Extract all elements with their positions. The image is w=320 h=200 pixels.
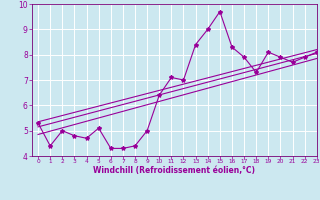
X-axis label: Windchill (Refroidissement éolien,°C): Windchill (Refroidissement éolien,°C) — [93, 166, 255, 175]
